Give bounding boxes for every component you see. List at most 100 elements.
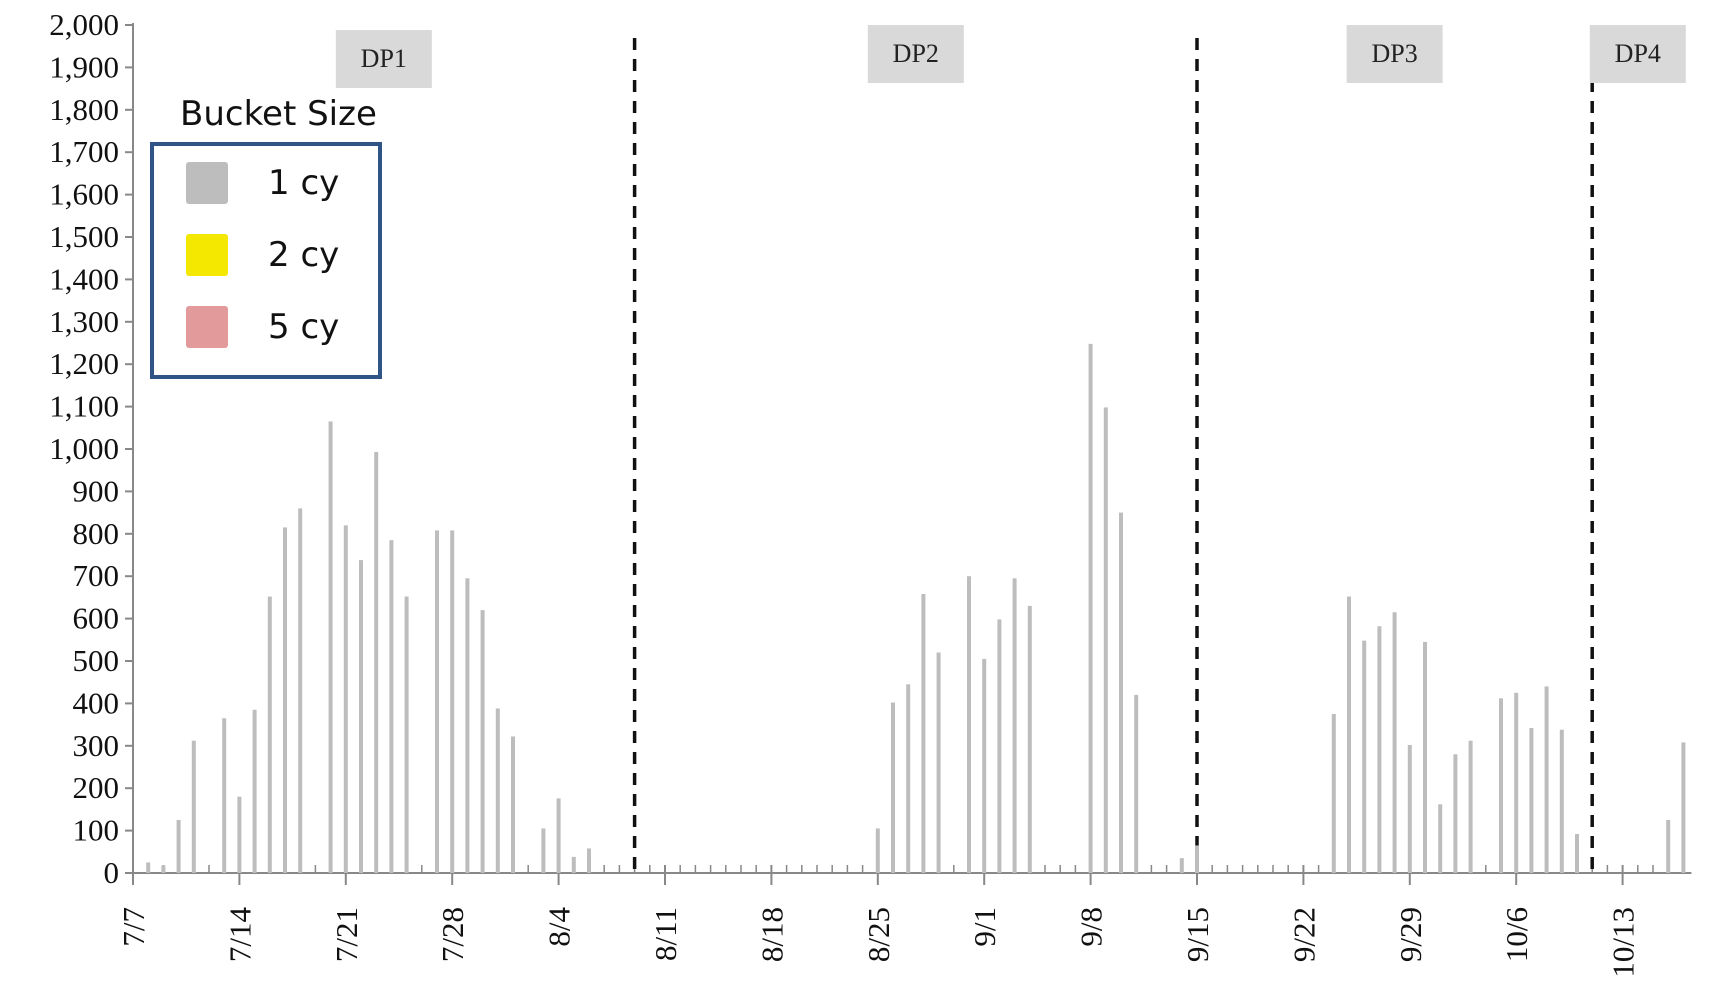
y-tick-label: 700: [73, 558, 120, 593]
bar: [967, 576, 971, 873]
bar: [450, 530, 455, 873]
bar: [1499, 698, 1503, 873]
bar: [906, 684, 911, 873]
bar: [587, 848, 591, 873]
bar: [1195, 845, 1199, 873]
legend-item-1cy: 1 cy: [186, 162, 339, 204]
bar: [328, 421, 333, 873]
bar: [1027, 605, 1032, 873]
bar: [283, 527, 287, 873]
legend-item-2cy: 2 cy: [186, 234, 339, 276]
y-tick-label: 500: [73, 643, 120, 678]
bar: [1666, 820, 1671, 873]
bar: [191, 740, 196, 873]
bar: [1681, 742, 1686, 873]
x-tick-label: 7/21: [329, 907, 364, 962]
y-tick-label: 1,800: [49, 92, 119, 127]
y-tick-label: 1,300: [49, 304, 119, 339]
bar: [1468, 740, 1473, 873]
x-tick-label: 9/8: [1074, 907, 1109, 947]
bar: [465, 578, 470, 873]
x-tick-label: 9/1: [967, 907, 1002, 947]
x-tick-label: 10/13: [1606, 907, 1641, 978]
x-axis: 7/7 7/14 7/21 7/28 8/4 8/11 8/18 8/25 9/1 9/8 9/15…: [116, 865, 1692, 978]
x-tick-label: 7/14: [222, 907, 257, 963]
y-tick-label: 1,600: [49, 177, 119, 212]
x-tick-label: 10/6: [1499, 907, 1534, 962]
y-tick-label: 300: [73, 728, 120, 763]
bar: [1012, 578, 1017, 873]
y-tick-label: 1,000: [49, 431, 119, 466]
bar: [222, 718, 227, 873]
legend-swatch-1cy: [186, 162, 228, 204]
y-axis: 0 100 200 300 400 500 600 700 800 900 1,000 1,100 1,…: [49, 7, 134, 890]
phase-label: DP2: [893, 39, 939, 68]
bar: [161, 865, 166, 873]
y-tick-label: 1,200: [49, 346, 119, 381]
bar: [146, 862, 151, 873]
y-tick-label: 900: [73, 473, 120, 508]
y-tick-label: 0: [104, 855, 120, 890]
legend-swatch-5cy: [186, 306, 228, 348]
phase-dividers: DP1 DP2 DP3 DP4: [335, 25, 1686, 871]
bar: [343, 525, 348, 873]
y-tick-label: 200: [73, 770, 120, 805]
bar: [982, 658, 987, 873]
bar: [389, 540, 394, 873]
bar: [556, 798, 561, 873]
bar: [267, 596, 272, 873]
bar: [404, 596, 409, 873]
bar: [997, 619, 1002, 873]
y-tick-label: 1,500: [49, 219, 119, 254]
y-tick-label: 1,400: [49, 261, 119, 296]
bar: [1407, 744, 1412, 873]
y-tick-label: 2,000: [49, 7, 119, 42]
y-tick-label: 800: [73, 516, 120, 551]
y-tick-label: 1,700: [49, 134, 119, 169]
phase-label-box: [335, 30, 432, 88]
bar: [495, 708, 500, 873]
x-tick-label: 9/29: [1393, 907, 1428, 962]
legend-title: Bucket Size: [180, 94, 377, 134]
bar: [237, 796, 242, 873]
x-tick-label: 8/4: [542, 907, 577, 947]
x-tick-label: 8/18: [754, 907, 789, 962]
bar: [374, 451, 379, 873]
bar: [1331, 714, 1336, 873]
legend-item-5cy: 5 cy: [186, 306, 339, 348]
bar: [1179, 858, 1184, 873]
bar: [571, 856, 576, 873]
bar: [1347, 596, 1351, 873]
bar: [1392, 612, 1397, 873]
phase-label-box: [1346, 25, 1443, 83]
bar: [1134, 694, 1139, 873]
x-tick-label: 9/22: [1286, 907, 1321, 962]
bar: [298, 508, 303, 873]
legend-label-2cy: 2 cy: [268, 235, 340, 275]
bar: [936, 652, 941, 873]
y-tick-label: 400: [73, 685, 120, 720]
bar: [921, 594, 926, 873]
y-tick-label: 1,100: [49, 389, 119, 424]
bar: [1119, 512, 1123, 873]
bar: [435, 530, 439, 873]
x-tick-label: 7/28: [435, 907, 470, 962]
x-tick-label: 8/25: [861, 907, 896, 962]
phase-label: DP3: [1371, 39, 1417, 68]
phase-label: DP4: [1615, 39, 1661, 68]
bar: [359, 560, 363, 873]
bar: [480, 610, 485, 873]
phase-label-box: [1589, 25, 1686, 83]
y-tick-label: 600: [73, 601, 120, 636]
bar: [1453, 754, 1458, 873]
bar: [252, 709, 257, 873]
bar: [891, 702, 895, 873]
legend-label-5cy: 5 cy: [268, 307, 340, 347]
x-tick-label: 9/15: [1180, 907, 1215, 962]
x-tick-label: 8/11: [648, 907, 683, 961]
bar: [176, 820, 181, 873]
phase-label: DP1: [361, 44, 407, 73]
bar: [875, 828, 880, 873]
bar: [1103, 407, 1108, 873]
